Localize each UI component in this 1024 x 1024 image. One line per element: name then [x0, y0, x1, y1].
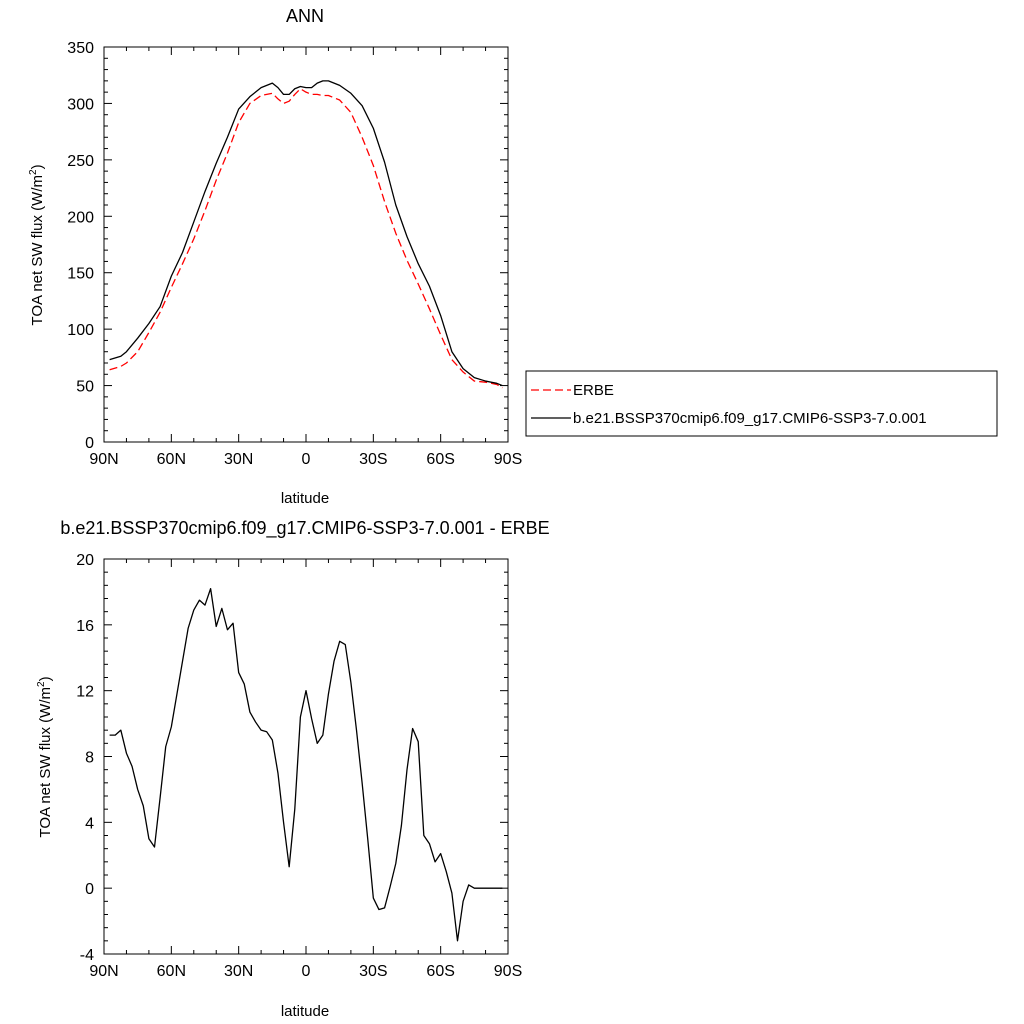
bottom-x-tick-label: 60S: [426, 963, 454, 980]
top-chart-title: ANN: [286, 6, 324, 26]
top-x-tick-label: 90S: [494, 451, 522, 468]
bottom-y-label-end: ): [37, 676, 54, 681]
bottom-y-label-main: TOA net SW flux (W/m: [37, 687, 54, 838]
top-y-axis-label: TOA net SW flux (W/m2): [28, 164, 46, 325]
bottom-x-tick-label: 90N: [89, 963, 118, 980]
bottom-axis-ticks: 90N 60N 30N 0 30S 60S 90S -4 0 4 8 12 16 20: [76, 552, 522, 980]
bottom-y-tick-label: 4: [85, 815, 94, 832]
bottom-series-line-difference: [109, 587, 503, 942]
bottom-y-tick-label: 16: [76, 618, 94, 635]
legend-erbe-label: ERBE: [573, 382, 614, 399]
legend-model-label: b.e21.BSSP370cmip6.f09_g17.CMIP6-SSP3-7.…: [573, 410, 927, 427]
bottom-chart-title: b.e21.BSSP370cmip6.f09_g17.CMIP6-SSP3-7.…: [60, 518, 549, 539]
top-series-line-model: [109, 80, 503, 387]
top-x-tick-label: 60N: [157, 451, 186, 468]
legend-box: [525, 370, 998, 437]
bottom-y-tick-label: 0: [85, 881, 94, 898]
top-y-tick-label: 250: [67, 153, 94, 170]
top-y-tick-label: 300: [67, 96, 94, 113]
legend: ERBE b.e21.BSSP370cmip6.f09_g17.CMIP6-SS…: [525, 370, 998, 437]
top-y-tick-label: 0: [85, 435, 94, 452]
bottom-panel: b.e21.BSSP370cmip6.f09_g17.CMIP6-SSP3-7.…: [36, 518, 550, 1020]
bottom-y-tick-label: 8: [85, 750, 94, 767]
bottom-series-lines: [109, 587, 503, 942]
top-x-tick-label: 0: [302, 451, 311, 468]
top-x-axis-label: latitude: [281, 490, 329, 507]
top-x-tick-label: 30S: [359, 451, 387, 468]
top-series-line-erbe: [109, 88, 503, 389]
top-axis-ticks: 90N 60N 30N 0 30S 60S 90S 0 50 100 150 200 250 300 350: [67, 40, 522, 468]
bottom-x-axis-label: latitude: [281, 1003, 329, 1020]
bottom-x-tick-label: 30N: [224, 963, 253, 980]
bottom-x-tick-label: 0: [302, 963, 311, 980]
top-y-label-end: ): [29, 164, 46, 169]
top-panel: ANN 90N 60N 30N 0 30S 60S 90S 0 50 100 150 200 250 30…: [28, 6, 522, 507]
top-y-label-sup: 2: [28, 169, 39, 175]
bottom-y-label-sup: 2: [36, 681, 47, 687]
bottom-y-tick-label: 20: [76, 552, 94, 569]
top-y-tick-label: 100: [67, 322, 94, 339]
bottom-y-axis-label: TOA net SW flux (W/m2): [36, 676, 54, 837]
bottom-x-tick-label: 30S: [359, 963, 387, 980]
top-y-tick-label: 150: [67, 266, 94, 283]
bottom-x-tick-label: 60N: [157, 963, 186, 980]
top-x-tick-label: 90N: [89, 451, 118, 468]
top-x-tick-label: 60S: [426, 451, 454, 468]
top-x-tick-label: 30N: [224, 451, 253, 468]
bottom-x-tick-label: 90S: [494, 963, 522, 980]
bottom-y-tick-label: -4: [80, 947, 94, 964]
top-plot-frame: [103, 46, 509, 443]
top-y-tick-label: 200: [67, 209, 94, 226]
top-y-tick-label: 50: [76, 379, 94, 396]
top-series-lines: [109, 80, 503, 389]
bottom-y-tick-label: 12: [76, 684, 94, 701]
top-y-label-main: TOA net SW flux (W/m: [29, 175, 46, 326]
top-y-tick-label: 350: [67, 40, 94, 57]
